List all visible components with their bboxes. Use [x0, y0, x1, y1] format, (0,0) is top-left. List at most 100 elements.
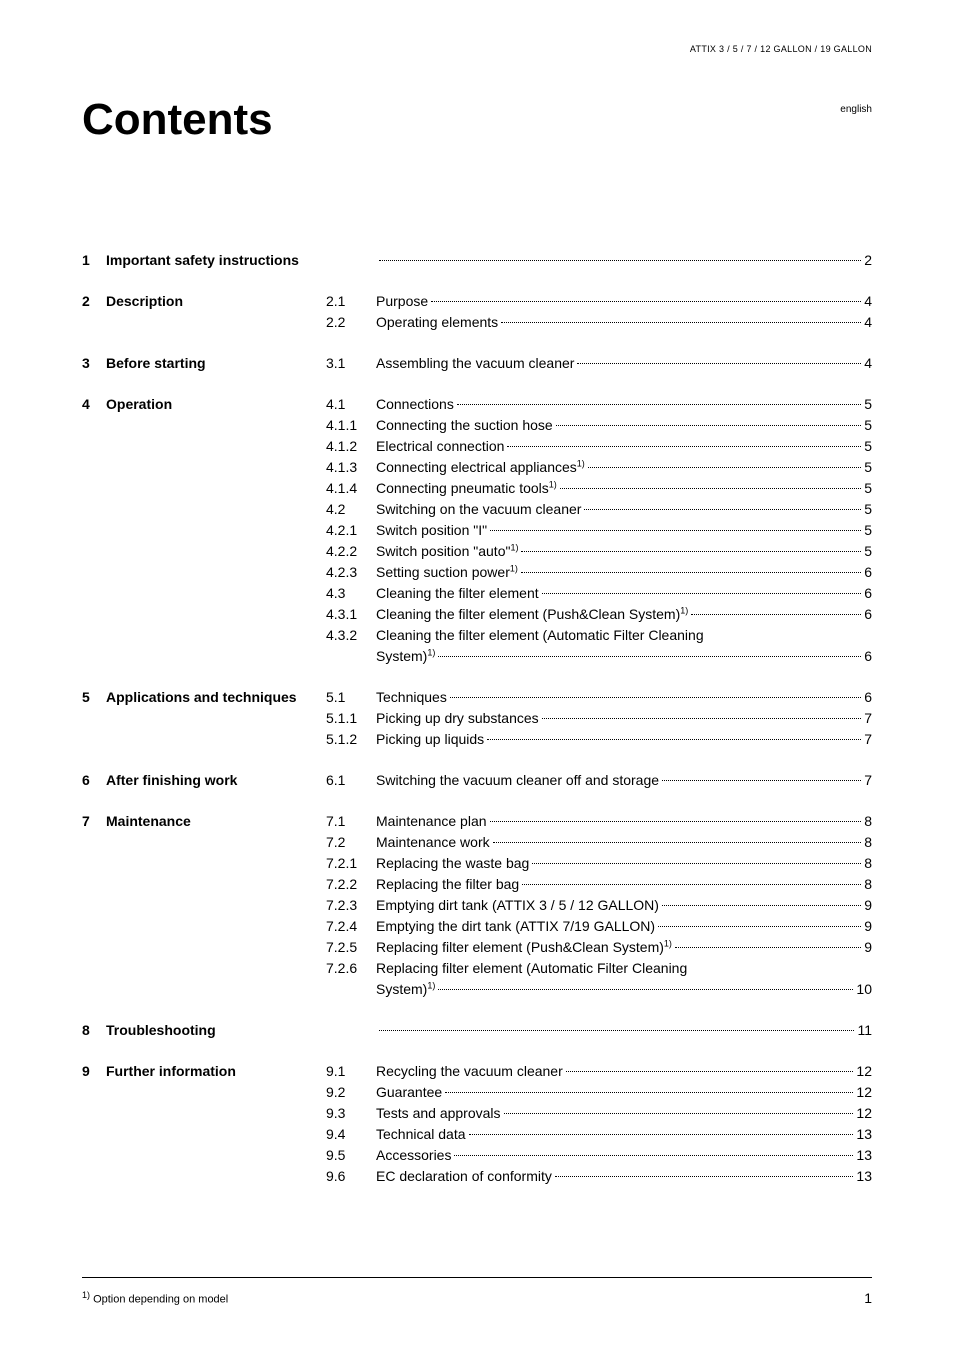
- leader-dots: [469, 1134, 854, 1135]
- toc-section: 1Important safety instructions2: [82, 250, 872, 271]
- entry-title: Cleaning the filter element: [376, 583, 539, 604]
- entry-title: Technical data: [376, 1124, 466, 1145]
- toc-entry: 5.1Techniques 6: [326, 687, 872, 708]
- leader-dots: [379, 1030, 854, 1031]
- entry-page: 12: [856, 1061, 872, 1082]
- toc-entry: 9.1Recycling the vacuum cleaner12: [326, 1061, 872, 1082]
- entry-page: 6: [864, 687, 872, 708]
- entry-page: 5: [864, 415, 872, 436]
- leader-dots: [504, 1113, 854, 1114]
- section-title: Description: [106, 291, 326, 312]
- entry-number: 4.2.2: [326, 541, 376, 562]
- entry-title: Recycling the vacuum cleaner: [376, 1061, 563, 1082]
- toc-entry: 7.2.3Emptying dirt tank (ATTIX 3 / 5 / 1…: [326, 895, 872, 916]
- leader-dots: [577, 363, 861, 364]
- toc-entry: 5.1.2Picking up liquids7: [326, 729, 872, 750]
- entry-page: 7: [864, 708, 872, 729]
- leader-dots: [438, 656, 861, 657]
- toc-section: 2Description2.1Purpose42.2Operating elem…: [82, 291, 872, 333]
- entry-page: 5: [864, 541, 872, 562]
- leader-dots: [588, 467, 861, 468]
- entry-superscript: 1): [664, 938, 672, 948]
- leader-dots: [450, 697, 861, 698]
- toc-entry: 4.1.2 Electrical connection5: [326, 436, 872, 457]
- entry-number: 9.3: [326, 1103, 376, 1124]
- language-label: english: [840, 104, 872, 115]
- page-number: 1: [864, 1290, 872, 1306]
- entry-number: 4.1.4: [326, 478, 376, 499]
- toc-entry: 4.2.2Switch position "auto"1) 5: [326, 541, 872, 562]
- footnote-text: Option depending on model: [93, 1294, 228, 1306]
- leader-dots: [454, 1155, 853, 1156]
- section-number: 9: [82, 1061, 106, 1082]
- entry-page: 7: [864, 770, 872, 791]
- entry-number: 7.2.4: [326, 916, 376, 937]
- entry-number: 9.2: [326, 1082, 376, 1103]
- leader-dots: [501, 322, 861, 323]
- entry-number: 3.1: [326, 353, 376, 374]
- entry-number: 7.2: [326, 832, 376, 853]
- entry-title: Purpose: [376, 291, 428, 312]
- entry-number: 7.2.2: [326, 874, 376, 895]
- section-number: 7: [82, 811, 106, 832]
- entry-title: Emptying dirt tank (ATTIX 3 / 5 / 12 GAL…: [376, 895, 659, 916]
- entry-page: 4: [864, 291, 872, 312]
- section-number: 6: [82, 770, 106, 791]
- section-title: Before starting: [106, 353, 326, 374]
- entry-page: 5: [864, 478, 872, 499]
- footer-divider: [82, 1277, 872, 1278]
- entry-title: Picking up liquids: [376, 729, 484, 750]
- entry-page: 6: [864, 583, 872, 604]
- toc-entry: 4.1Connections 5: [326, 394, 872, 415]
- entry-number: 5.1: [326, 687, 376, 708]
- toc-entry: 9.3Tests and approvals12: [326, 1103, 872, 1124]
- section-title: Maintenance: [106, 811, 326, 832]
- entry-number: 7.2.6: [326, 958, 376, 979]
- entry-number: 6.1: [326, 770, 376, 791]
- toc-entry: 4.1.1Connecting the suction hose5: [326, 415, 872, 436]
- leader-dots: [431, 301, 861, 302]
- entry-number: 5.1.2: [326, 729, 376, 750]
- toc-entry: 4.2Switching on the vacuum cleaner5: [326, 499, 872, 520]
- toc-section: 5Applications and techniques5.1Technique…: [82, 687, 872, 750]
- entry-number: 4.2.3: [326, 562, 376, 583]
- leader-dots: [507, 446, 861, 447]
- leader-dots: [560, 488, 861, 489]
- entry-title: Switch position "auto"1): [376, 541, 518, 562]
- toc-entry: 7.1Maintenance plan8: [326, 811, 872, 832]
- toc-section: 8Troubleshooting11: [82, 1020, 872, 1041]
- entry-title: Techniques: [376, 687, 447, 708]
- entry-number: 7.1: [326, 811, 376, 832]
- leader-dots: [584, 509, 861, 510]
- entry-number: 4.1.2: [326, 436, 376, 457]
- entry-number: 4.3.1: [326, 604, 376, 625]
- toc-entry: 7.2.4Emptying the dirt tank (ATTIX 7/19 …: [326, 916, 872, 937]
- entry-page: 9: [864, 895, 872, 916]
- toc-entry: 4.3.2Cleaning the filter element (Automa…: [326, 625, 872, 646]
- leader-dots: [662, 780, 861, 781]
- leader-dots: [490, 821, 862, 822]
- toc-entry: 4.1.4Connecting pneumatic tools1) 5: [326, 478, 872, 499]
- leader-dots: [658, 926, 861, 927]
- entry-number: 2.1: [326, 291, 376, 312]
- leader-dots: [487, 739, 861, 740]
- page: ATTIX 3 / 5 / 7 / 12 GALLON / 19 GALLON …: [0, 0, 954, 1350]
- leader-dots: [521, 572, 861, 573]
- toc-section: 3Before starting3.1Assembling the vacuum…: [82, 353, 872, 374]
- entry-title: Switch position "I": [376, 520, 487, 541]
- toc-entry: 5.1.1Picking up dry substances7: [326, 708, 872, 729]
- entry-number: 4.3.2: [326, 625, 376, 646]
- entry-title: Connections: [376, 394, 454, 415]
- entry-superscript: 1): [577, 458, 585, 468]
- entry-page: 5: [864, 394, 872, 415]
- toc-entry: 2.1Purpose 4: [326, 291, 872, 312]
- entry-number: 9.4: [326, 1124, 376, 1145]
- entry-number: 4.2.1: [326, 520, 376, 541]
- entry-superscript: 1): [427, 647, 435, 657]
- entry-superscript: 1): [427, 980, 435, 990]
- toc-entry: 7.2.5Replacing filter element (Push&Clea…: [326, 937, 872, 958]
- entry-number: 4.1: [326, 394, 376, 415]
- leader-dots: [438, 989, 853, 990]
- entry-title: Connecting pneumatic tools1): [376, 478, 557, 499]
- entry-number: 4.3: [326, 583, 376, 604]
